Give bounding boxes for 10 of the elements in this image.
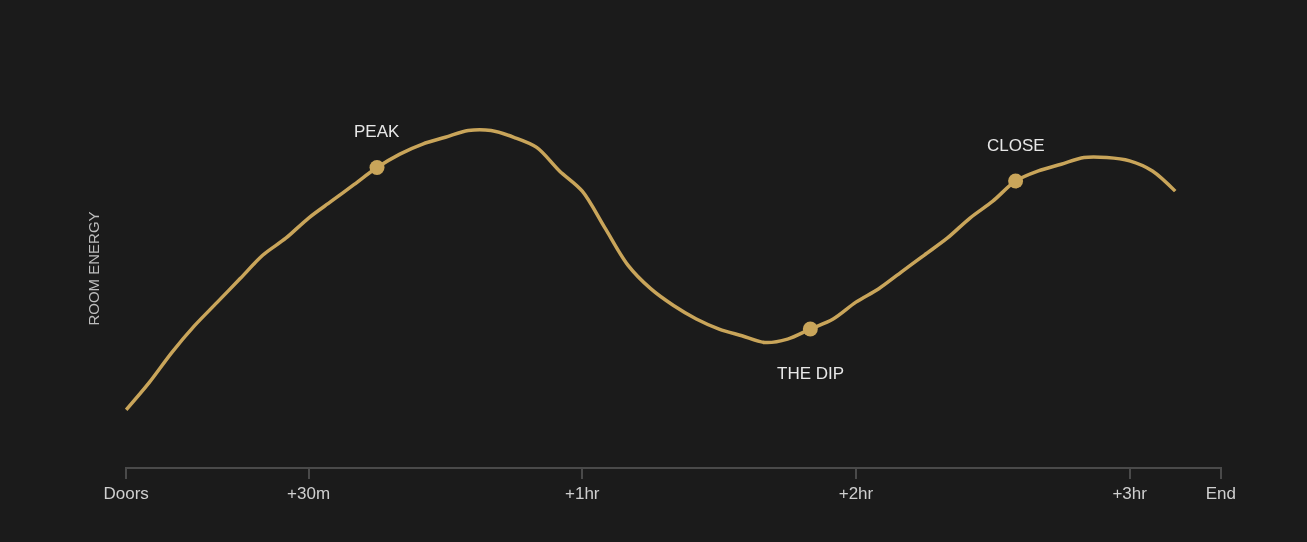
annotation: PEAK: [354, 122, 401, 141]
x-tick-label: +30m: [287, 484, 331, 504]
x-tick-label: Doors: [103, 484, 149, 504]
annotation: THE DIP: [777, 364, 845, 383]
x-tick-label: +1hr: [565, 484, 600, 504]
x-tick-label: +2hr: [838, 484, 874, 504]
annotation: CLOSE: [987, 136, 1045, 155]
x-tick-label: End: [1205, 484, 1236, 504]
y-axis-title: ROOM ENERGY: [85, 211, 103, 326]
x-tick-label: +3hr: [1112, 484, 1148, 504]
